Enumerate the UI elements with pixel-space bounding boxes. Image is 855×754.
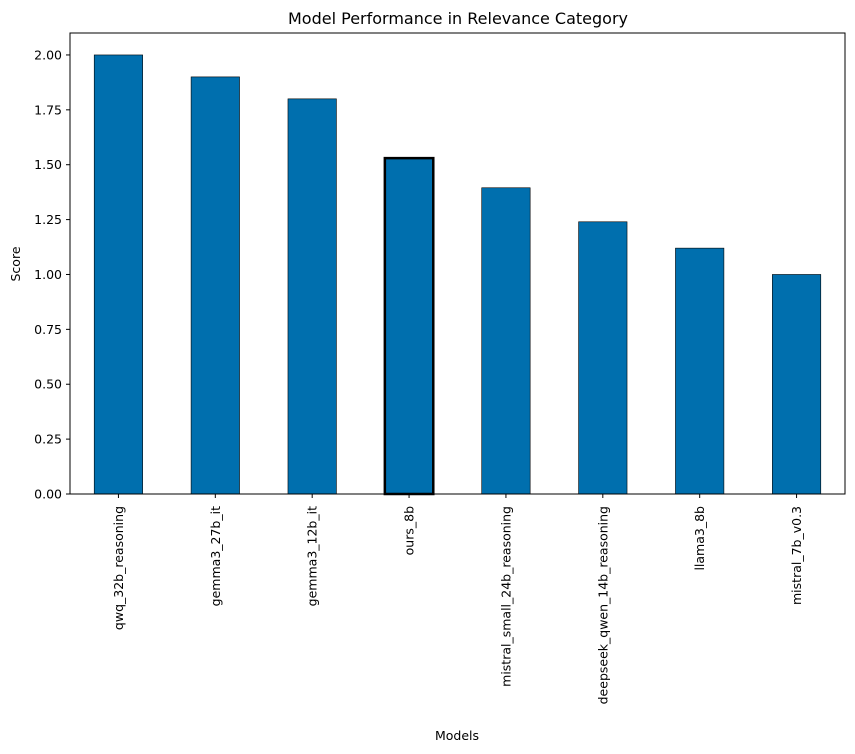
chart-title: Model Performance in Relevance Category — [288, 9, 628, 28]
y-tick-label: 0.25 — [34, 432, 62, 447]
bar-mistral-7b-v0-3 — [772, 274, 822, 495]
x-tick-label: gemma3_12b_it — [305, 506, 320, 606]
y-axis-label: Score — [8, 246, 23, 281]
bar-mistral-small-24b-reasoning — [481, 187, 531, 495]
y-tick-label: 1.50 — [34, 157, 62, 172]
y-axis: 0.00 0.25 0.50 0.75 1.00 1.25 1.50 1.75 2.00 — [34, 47, 70, 502]
x-tick-label: qwq_32b_reasoning — [111, 506, 126, 630]
x-axis-label: Models — [435, 728, 479, 743]
x-tick-label: llama3_8b — [692, 506, 707, 571]
x-tick-label: deepseek_qwen_14b_reasoning — [595, 506, 610, 704]
x-axis: qwq_32b_reasoning gemma3_27b_it gemma3_12b… — [111, 494, 804, 704]
y-tick-label: 0.75 — [34, 322, 62, 337]
bar-gemma3-12b-it — [287, 98, 337, 495]
y-tick-label: 0.50 — [34, 377, 62, 392]
bar-gemma3-27b-it — [190, 76, 240, 495]
x-tick-label: mistral_small_24b_reasoning — [498, 506, 513, 687]
y-tick-label: 1.25 — [34, 212, 62, 227]
bar-deepseek-qwen-14b-reasoning — [578, 221, 628, 495]
bar-llama3-8b — [675, 247, 725, 495]
bar-ours-8b — [383, 156, 435, 496]
x-tick-label: ours_8b — [402, 506, 417, 555]
bar-qwq-32b-reasoning — [93, 54, 143, 495]
y-tick-label: 0.00 — [34, 487, 62, 502]
y-tick-label: 1.00 — [34, 267, 62, 282]
plot-frame — [69, 32, 846, 495]
y-tick-label: 1.75 — [34, 102, 62, 117]
y-tick-label: 2.00 — [34, 47, 62, 62]
x-tick-label: gemma3_27b_it — [208, 506, 223, 606]
x-tick-label: mistral_7b_v0.3 — [789, 506, 804, 605]
bars — [93, 54, 822, 496]
